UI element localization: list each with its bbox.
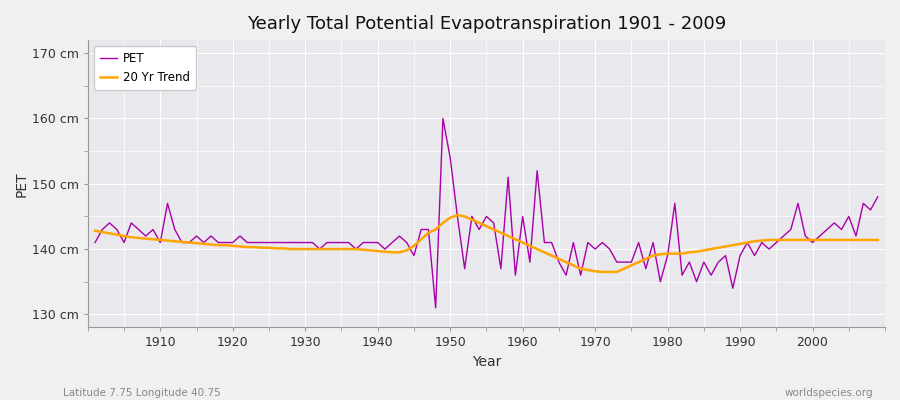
Line: 20 Yr Trend: 20 Yr Trend [95,215,878,272]
20 Yr Trend [351,247,362,252]
PET [618,260,629,264]
Y-axis label: PET: PET [15,171,29,196]
20 Yr Trend [90,228,101,233]
PET [525,260,535,264]
20 Yr Trend [618,266,629,271]
Title: Yearly Total Potential Evapotranspiration 1901 - 2009: Yearly Total Potential Evapotranspiratio… [247,15,726,33]
20 Yr Trend [452,213,463,218]
PET [872,194,883,199]
PET [148,227,158,232]
Legend: PET, 20 Yr Trend: PET, 20 Yr Trend [94,46,196,90]
PET [532,168,543,173]
Text: Latitude 7.75 Longitude 40.75: Latitude 7.75 Longitude 40.75 [63,388,220,398]
20 Yr Trend [518,240,528,245]
PET [351,247,362,252]
Line: PET: PET [95,118,878,308]
PET [307,240,318,245]
Text: worldspecies.org: worldspecies.org [785,388,873,398]
PET [430,306,441,310]
20 Yr Trend [597,270,608,274]
20 Yr Trend [872,238,883,242]
20 Yr Trend [148,237,158,242]
20 Yr Trend [307,247,318,252]
PET [90,240,101,245]
20 Yr Trend [525,243,535,248]
PET [437,116,448,121]
X-axis label: Year: Year [472,355,501,369]
